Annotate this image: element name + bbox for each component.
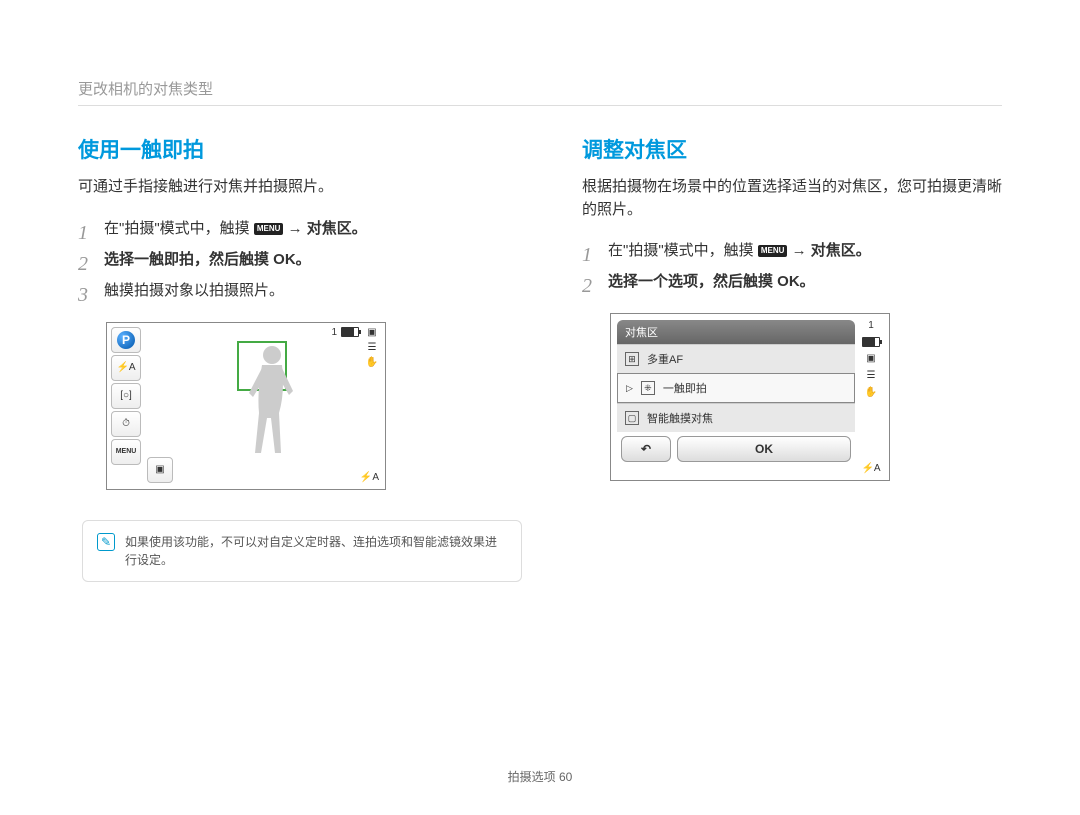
option-label: 多重AF <box>647 351 683 367</box>
step-text: 在"拍摄"模式中，触摸 <box>608 242 758 259</box>
right-column: 调整对焦区 根据拍摄物在场景中的位置选择适当的对焦区，您可拍摄更清晰的照片。 在… <box>582 134 1002 582</box>
option-label: 一触即拍 <box>663 380 707 396</box>
grid-icon: ⊞ <box>625 352 639 366</box>
disp-icon: ▣ <box>866 353 875 364</box>
shot-counter: 1 <box>331 327 337 338</box>
p-icon: P <box>117 331 135 349</box>
ok-button[interactable]: OK <box>677 436 851 462</box>
menu-option-smart-touch[interactable]: ▢ 智能触摸对焦 <box>617 403 855 432</box>
menu-icon: MENU <box>254 223 284 235</box>
left-column: 使用一触即拍 可通过手指接触进行对焦并拍摄照片。 在"拍摄"模式中，触摸 MEN… <box>78 134 522 582</box>
menu-title: 对焦区 <box>617 320 855 344</box>
step-text-bold: → 对焦区。 <box>792 242 871 259</box>
flash-button[interactable]: ⚡A <box>111 355 141 381</box>
display-button[interactable]: ▣ <box>147 457 173 483</box>
camera-screenshot: 1 P ⚡A [○] ⏱ MENU ▣ ☰ ✋ ⚡A ▣ <box>106 322 386 490</box>
left-step-3: 触摸拍摄对象以拍摄照片。 <box>78 277 522 304</box>
left-intro: 可通过手指接触进行对焦并拍摄照片。 <box>78 176 522 199</box>
play-icon: ▷ <box>626 383 633 394</box>
mode-p-button[interactable]: P <box>111 327 141 353</box>
right-heading: 调整对焦区 <box>582 134 1002 164</box>
breadcrumb: 更改相机的对焦类型 <box>78 78 1002 106</box>
right-step-2: 选择一个选项，然后触摸 OK。 <box>582 268 1002 295</box>
battery-icon <box>862 337 880 347</box>
flash-auto-indicator: ⚡A <box>861 463 880 474</box>
note-box: ✎ 如果使用该功能，不可以对自定义定时器、连拍选项和智能滤镜效果进行设定。 <box>82 520 522 582</box>
list-icon: ☰ <box>867 370 876 381</box>
left-step-2: 选择一触即拍，然后触摸 OK。 <box>78 246 522 273</box>
page-footer: 拍摄选项 60 <box>0 768 1080 785</box>
right-intro: 根据拍摄物在场景中的位置选择适当的对焦区，您可拍摄更清晰的照片。 <box>582 176 1002 221</box>
note-icon: ✎ <box>97 533 115 551</box>
menu-screenshot: 对焦区 ⊞ 多重AF ▷ ⁜ 一触即拍 ▢ 智能触摸对焦 <box>610 313 890 481</box>
target-icon: ⁜ <box>641 381 655 395</box>
menu-option-multi-af[interactable]: ⊞ 多重AF <box>617 344 855 373</box>
disp-icon: ▣ <box>367 327 376 338</box>
ois-icon: ✋ <box>366 357 378 368</box>
list-icon: ☰ <box>368 342 377 353</box>
back-button[interactable]: ↶ <box>621 436 671 462</box>
step-text: 选择一触即拍，然后触摸 OK。 <box>104 251 311 268</box>
focus-button[interactable]: [○] <box>111 383 141 409</box>
ois-icon: ✋ <box>865 387 877 398</box>
footer-label: 拍摄选项 <box>508 770 556 784</box>
left-step-1: 在"拍摄"模式中，触摸 MENU → 对焦区。 <box>78 215 522 242</box>
left-heading: 使用一触即拍 <box>78 134 522 164</box>
step-text-bold: → 对焦区。 <box>288 220 367 237</box>
menu-label: MENU <box>116 448 137 455</box>
timer-button[interactable]: ⏱ <box>111 411 141 437</box>
menu-icon: MENU <box>758 245 788 257</box>
flash-auto-indicator: ⚡A <box>360 472 379 483</box>
frame-icon: ▢ <box>625 411 639 425</box>
step-text: 选择一个选项，然后触摸 OK。 <box>608 273 815 290</box>
step-text: 在"拍摄"模式中，触摸 <box>104 220 254 237</box>
menu-panel: 对焦区 ⊞ 多重AF ▷ ⁜ 一触即拍 ▢ 智能触摸对焦 <box>617 320 855 466</box>
menu-option-one-touch[interactable]: ▷ ⁜ 一触即拍 <box>617 373 855 403</box>
battery-icon <box>341 327 359 337</box>
person-silhouette <box>237 343 307 463</box>
right-step-1: 在"拍摄"模式中，触摸 MENU → 对焦区。 <box>582 237 1002 264</box>
shot-counter: 1 <box>868 320 874 331</box>
disp-label: ▣ <box>147 457 173 483</box>
menu-button[interactable]: MENU <box>111 439 141 465</box>
footer-page: 60 <box>559 770 572 784</box>
option-label: 智能触摸对焦 <box>647 410 713 426</box>
note-text: 如果使用该功能，不可以对自定义定时器、连拍选项和智能滤镜效果进行设定。 <box>125 533 507 569</box>
